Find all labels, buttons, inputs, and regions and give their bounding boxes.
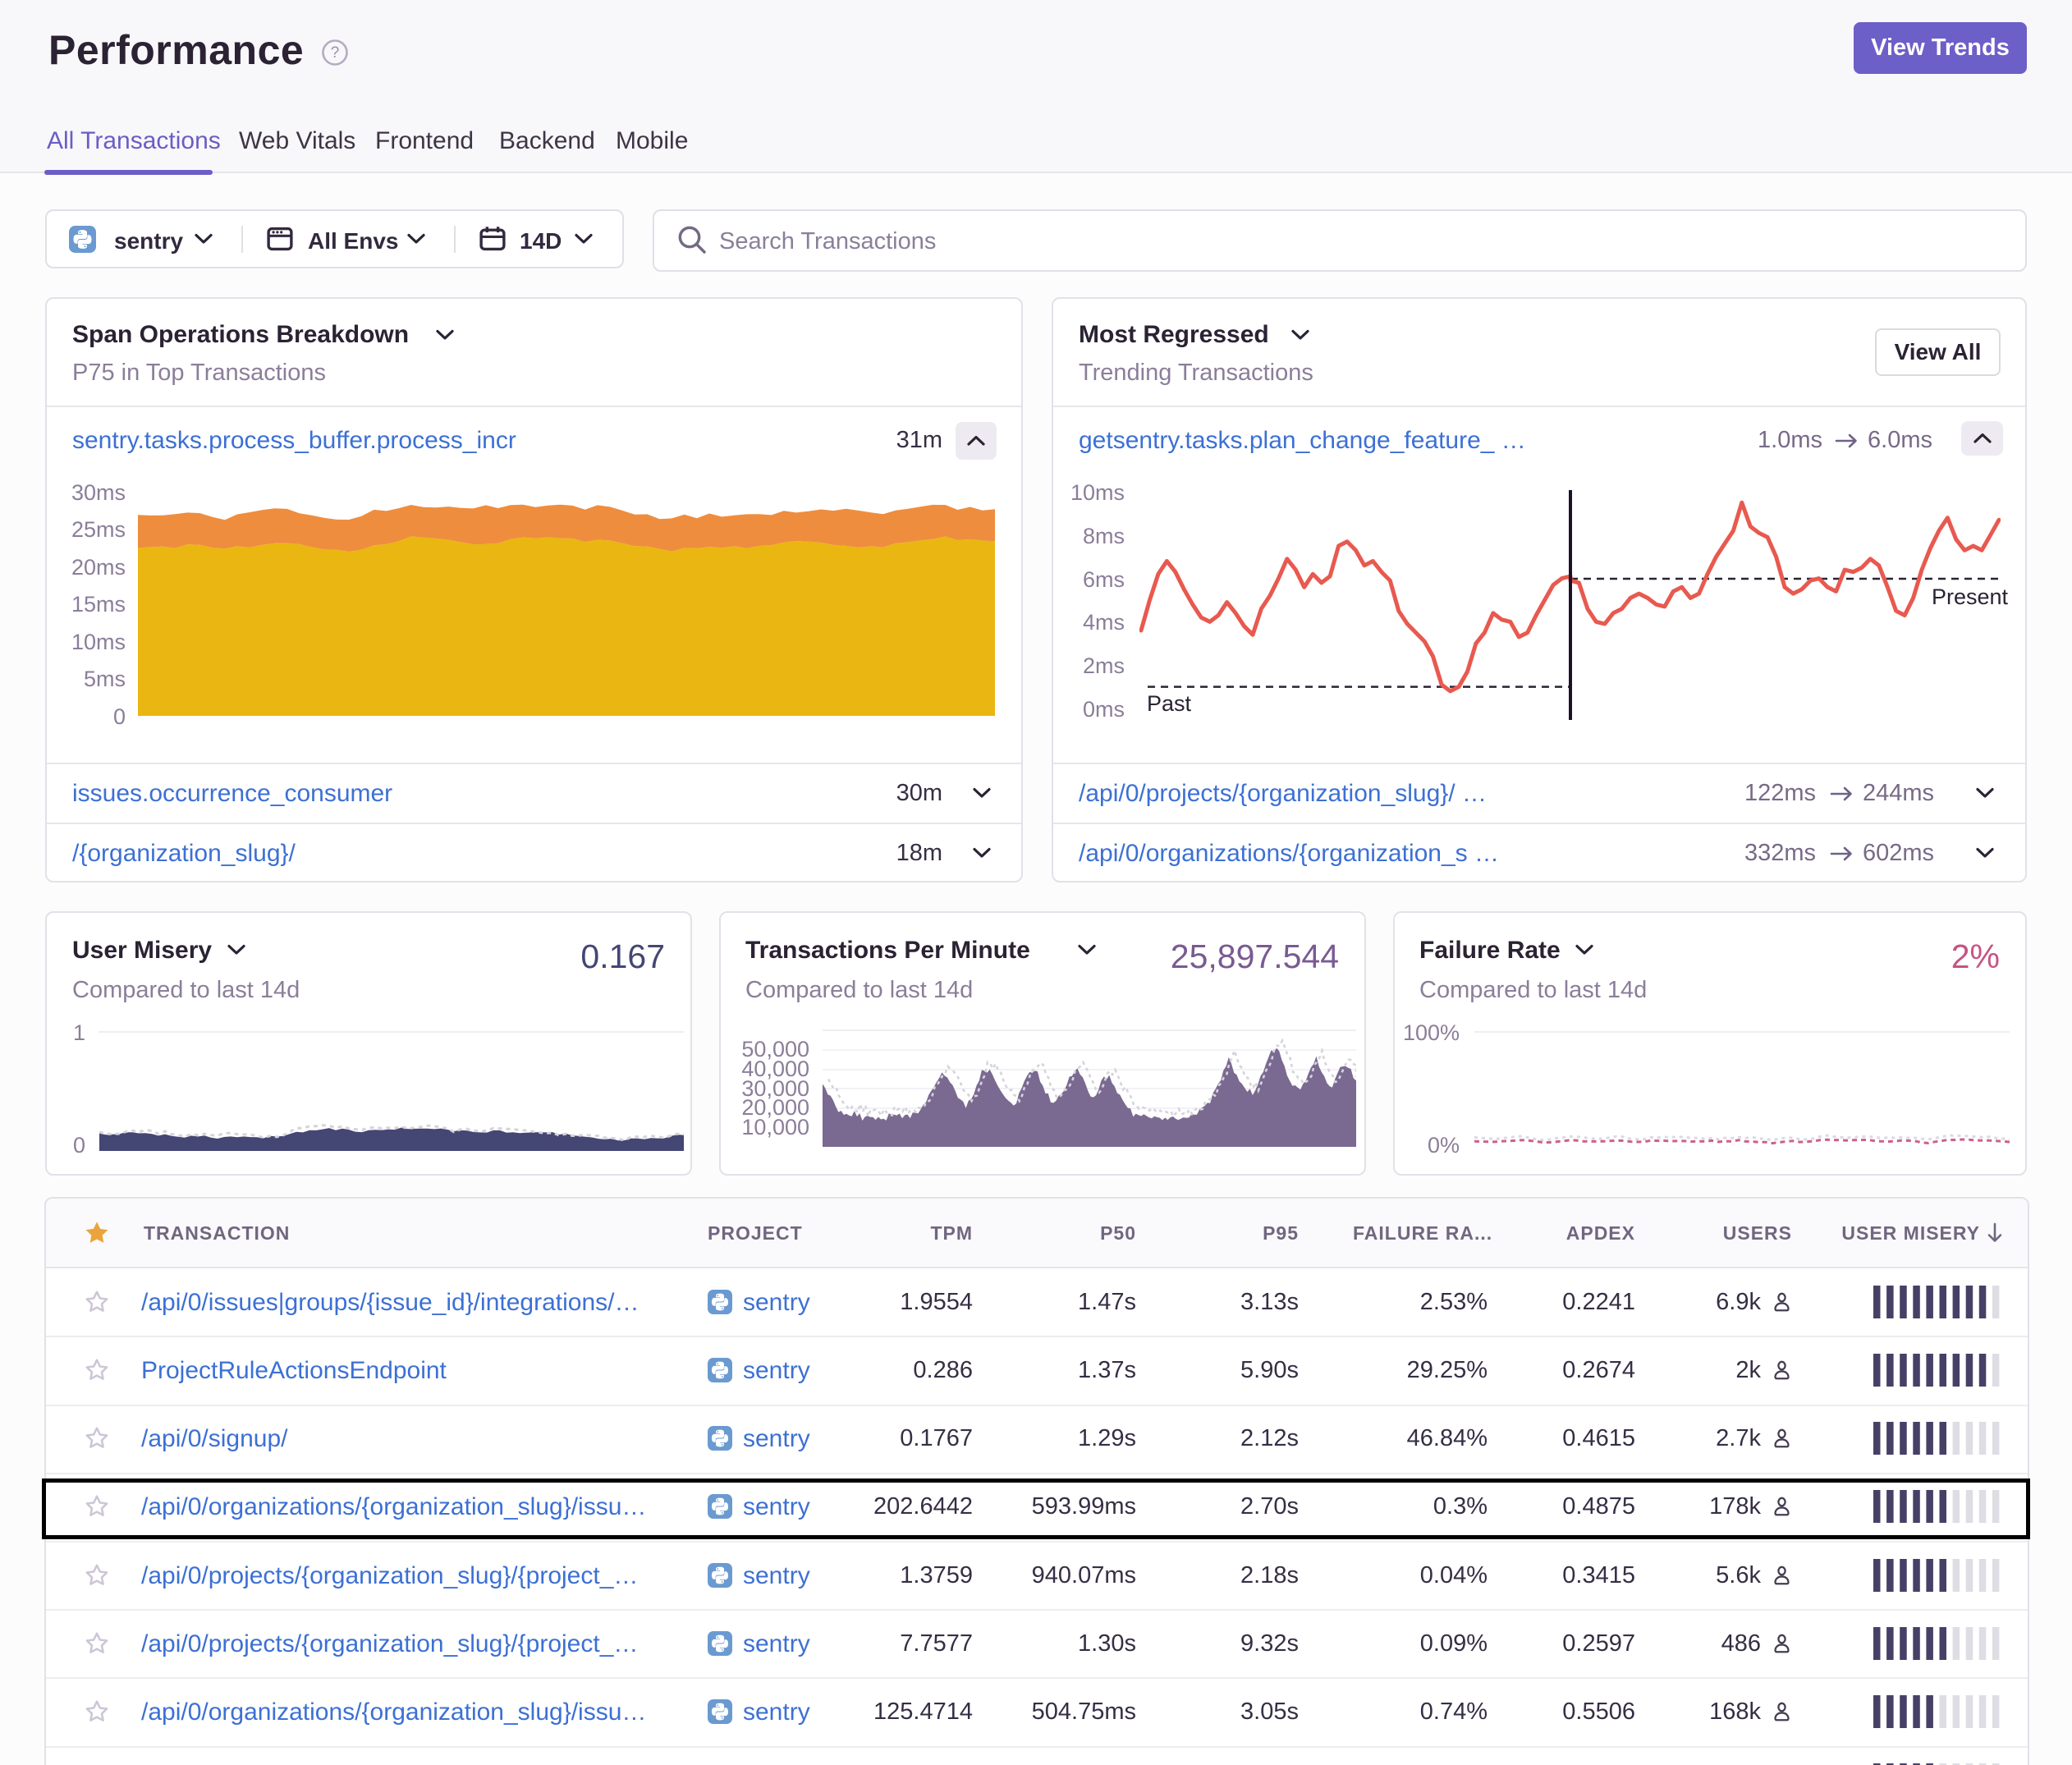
svg-text:?: ?	[331, 44, 340, 62]
